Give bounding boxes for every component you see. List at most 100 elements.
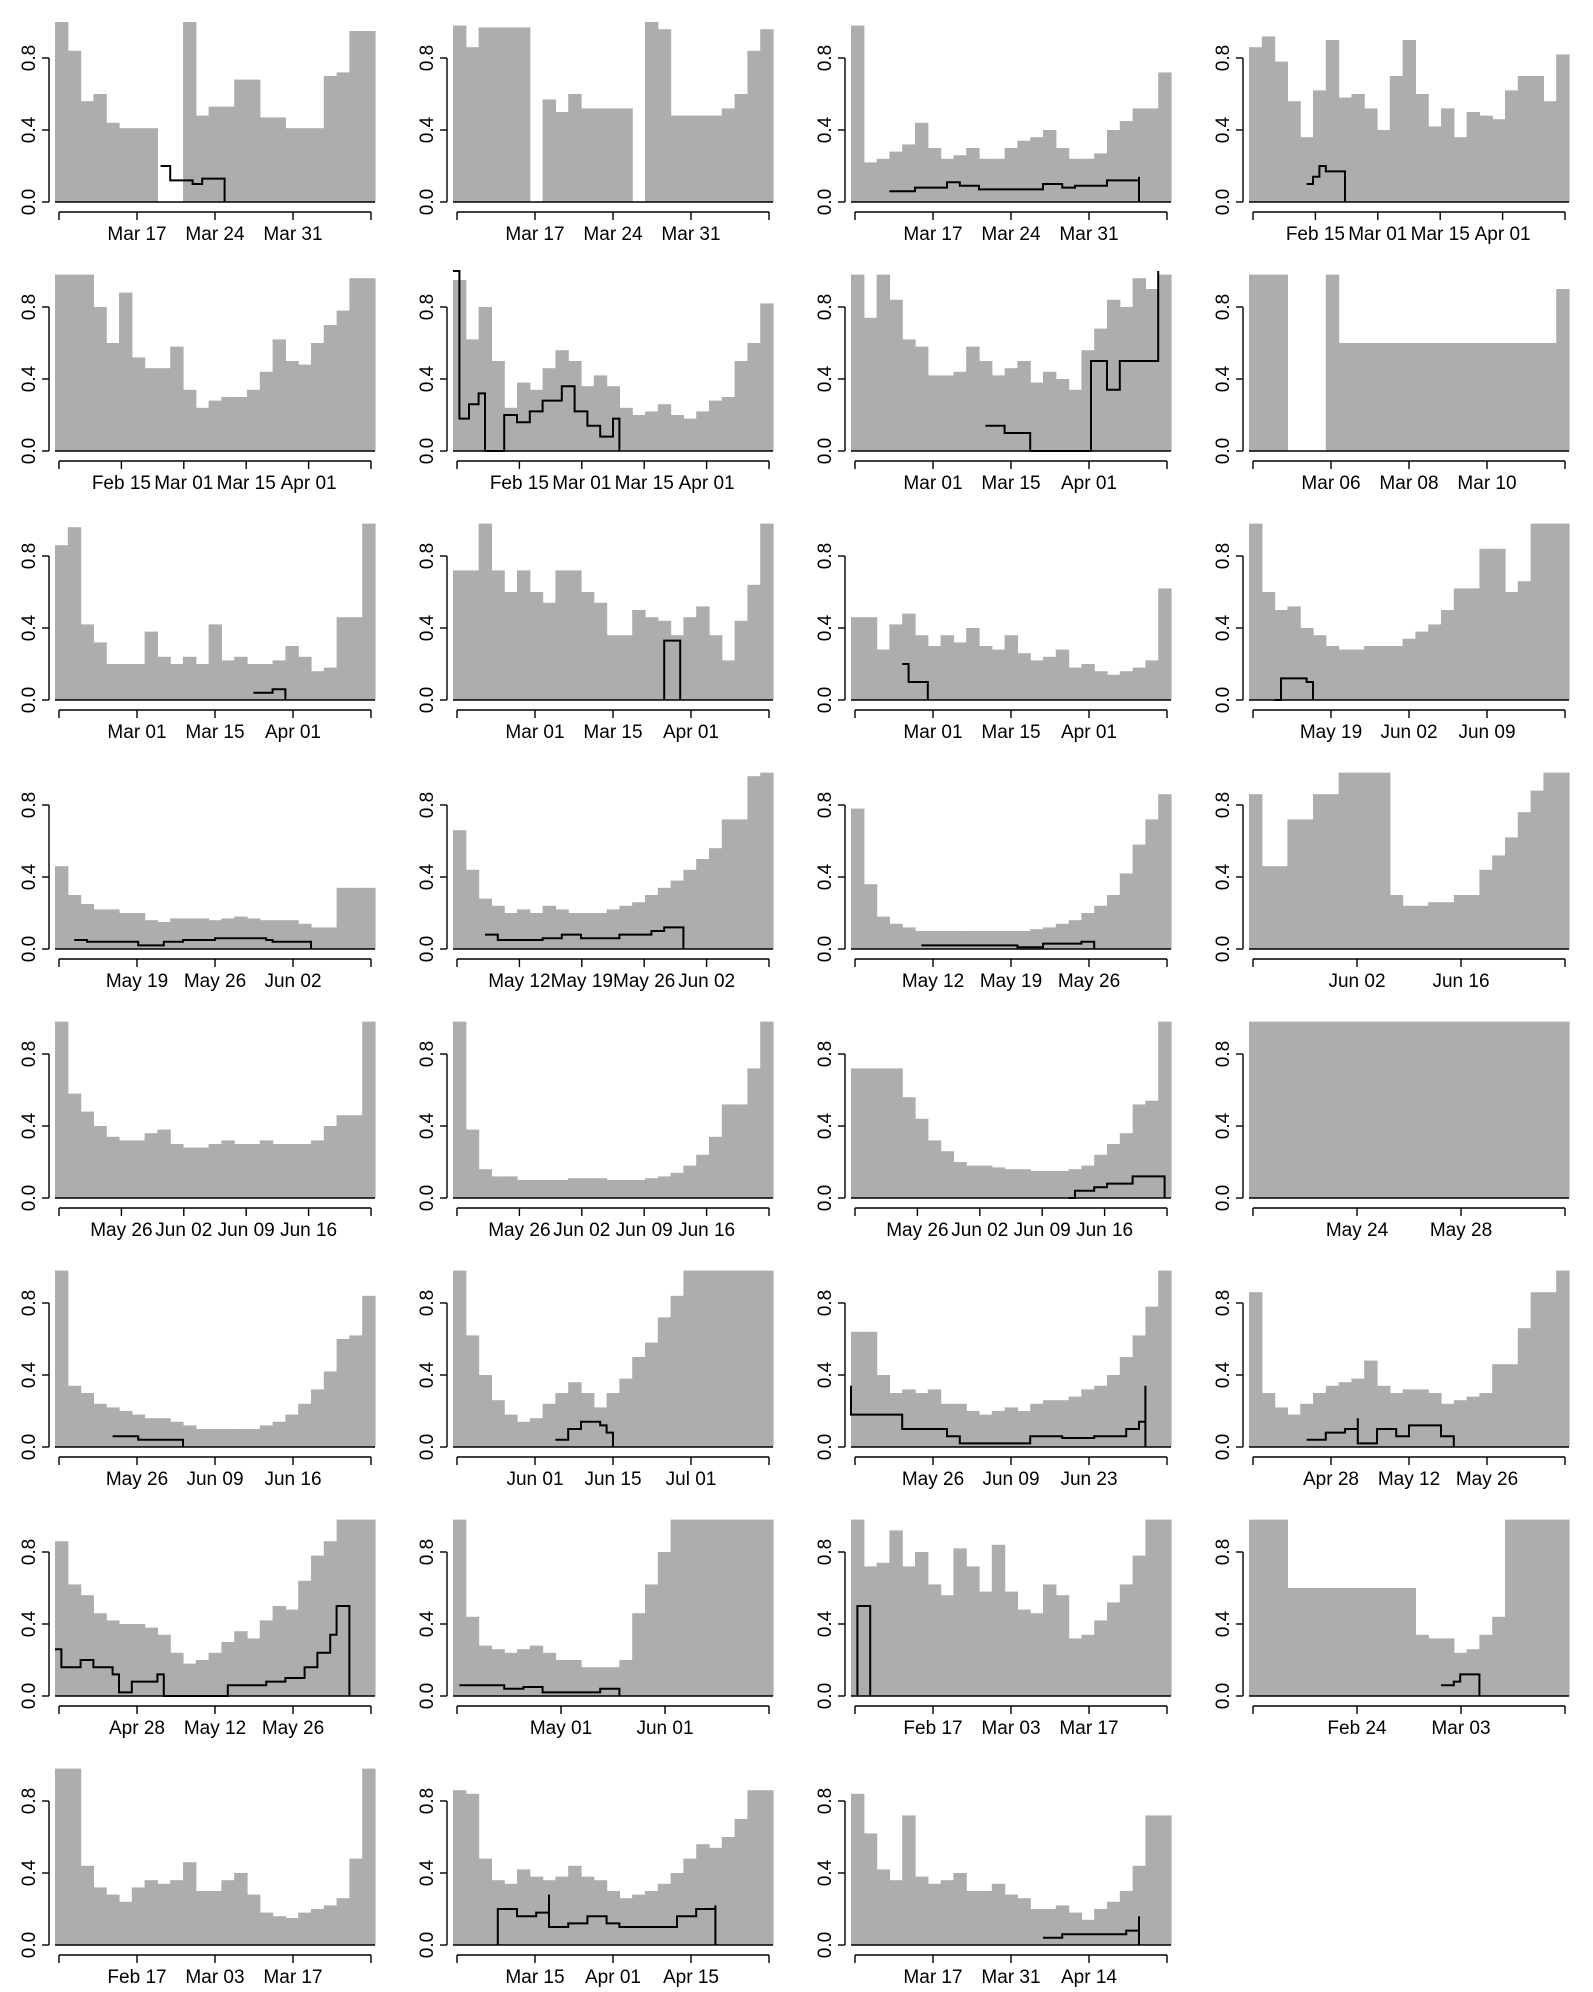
band-bar bbox=[991, 649, 1006, 700]
x-tick-label: May 26 bbox=[488, 1220, 550, 1241]
band-bar bbox=[362, 31, 376, 202]
band-bar bbox=[1325, 794, 1340, 949]
band-bar bbox=[1043, 1400, 1057, 1447]
y-tick-label: 0.8 bbox=[1213, 1290, 1234, 1316]
band-bar bbox=[581, 913, 595, 949]
x-tick-label: Jun 02 bbox=[678, 971, 735, 992]
x-tick-label: Jun 01 bbox=[636, 1718, 693, 1739]
x-tick-label: Jun 02 bbox=[951, 1220, 1008, 1241]
band-bar bbox=[1351, 1588, 1365, 1696]
band-bar bbox=[349, 278, 363, 451]
band-bar bbox=[298, 1144, 312, 1198]
x-tick-label: May 01 bbox=[530, 1718, 592, 1739]
y-tick-label: 0.0 bbox=[1213, 1185, 1234, 1211]
band-bar bbox=[67, 1584, 82, 1696]
y-tick-label: 0.8 bbox=[815, 1290, 836, 1316]
band-bar bbox=[1043, 1171, 1057, 1198]
band-bar bbox=[1556, 523, 1570, 700]
band-bar bbox=[1094, 328, 1108, 451]
y-tick-label: 0.8 bbox=[417, 543, 438, 569]
band-bar bbox=[234, 397, 248, 451]
band-bar bbox=[645, 411, 659, 451]
band-bar bbox=[953, 642, 967, 700]
band-bar bbox=[144, 128, 158, 202]
band-bar bbox=[131, 128, 146, 202]
band-bar bbox=[529, 1876, 544, 1945]
band-bar bbox=[67, 1385, 82, 1447]
band-bar bbox=[478, 1645, 492, 1696]
band-bar bbox=[940, 1880, 954, 1945]
band-bar bbox=[67, 1768, 82, 1945]
band-bar bbox=[170, 664, 184, 700]
band-bar bbox=[106, 343, 120, 451]
band-bar bbox=[106, 122, 120, 202]
band-bar bbox=[504, 1176, 518, 1198]
band-bar bbox=[272, 920, 286, 949]
y-tick-label: 0.4 bbox=[19, 614, 40, 641]
band-bar bbox=[670, 415, 684, 451]
band-bar bbox=[683, 1519, 697, 1696]
band-bar bbox=[234, 1429, 248, 1447]
x-tick-label: Feb 17 bbox=[107, 1967, 166, 1988]
band-bar bbox=[285, 361, 299, 451]
band-bar bbox=[1505, 837, 1519, 949]
band-bar bbox=[491, 361, 505, 451]
y-tick-label: 0.4 bbox=[19, 863, 40, 890]
band-bar bbox=[1004, 1591, 1018, 1696]
band-bar bbox=[709, 400, 723, 451]
band-bar bbox=[1300, 628, 1314, 700]
band-bar bbox=[106, 909, 120, 949]
band-bar bbox=[1479, 869, 1493, 949]
x-tick-label: May 26 bbox=[1456, 1469, 1518, 1490]
x-tick-label: Mar 24 bbox=[583, 224, 643, 245]
band-bar bbox=[863, 884, 878, 949]
panel-21: 0.0 0.4 0.8 May 26 Jun 09 Jun 16 bbox=[19, 1270, 376, 1490]
band-bar bbox=[991, 1883, 1006, 1945]
band-bar bbox=[1017, 931, 1031, 949]
band-bar bbox=[1107, 130, 1121, 202]
band-bar bbox=[259, 117, 274, 202]
y-tick-label: 0.8 bbox=[417, 294, 438, 320]
band-bar bbox=[349, 1115, 363, 1198]
band-bar bbox=[1479, 1021, 1493, 1198]
band-bar bbox=[657, 1552, 672, 1696]
band-bar bbox=[504, 1414, 518, 1447]
band-bar bbox=[1107, 895, 1121, 949]
band-bar bbox=[195, 407, 210, 451]
band-bar bbox=[876, 158, 890, 202]
band-bar bbox=[670, 635, 684, 700]
band-bar bbox=[272, 1144, 286, 1198]
band-bar bbox=[760, 29, 774, 203]
band-bar bbox=[1017, 1898, 1031, 1945]
band-bar bbox=[991, 1411, 1006, 1447]
panel-15: 0.0 0.4 0.8 May 12 May 19 May 26 bbox=[815, 792, 1172, 992]
band-bar bbox=[1249, 274, 1263, 451]
y-tick-label: 0.4 bbox=[417, 1361, 438, 1388]
band-bar bbox=[106, 664, 120, 700]
band-bar bbox=[362, 887, 376, 949]
band-bar bbox=[336, 1339, 350, 1447]
band-bar bbox=[1441, 1021, 1455, 1198]
band-bar bbox=[619, 1660, 633, 1696]
band-bar bbox=[323, 325, 338, 451]
band-bar bbox=[721, 819, 736, 949]
estimate-line bbox=[856, 1605, 872, 1696]
band-bar bbox=[915, 346, 929, 451]
y-tick-label: 0.4 bbox=[815, 1859, 836, 1886]
panel-17: 0.0 0.4 0.8 May 26 Jun 02 Jun 09 Jun 16 bbox=[19, 1021, 376, 1241]
band-bar bbox=[157, 656, 171, 700]
band-bar bbox=[1492, 855, 1506, 949]
band-bar bbox=[208, 400, 222, 451]
band-bar bbox=[1313, 1021, 1327, 1198]
band-bar bbox=[247, 664, 261, 700]
y-tick-label: 0.8 bbox=[1213, 1041, 1234, 1067]
x-tick-label: Apr 01 bbox=[1475, 224, 1531, 245]
band-bar bbox=[709, 1136, 723, 1198]
band-bar bbox=[593, 1178, 608, 1198]
band-bar bbox=[1351, 649, 1365, 700]
band-bar bbox=[1543, 1519, 1557, 1696]
band-bar bbox=[927, 1883, 942, 1945]
band-bar bbox=[234, 656, 248, 700]
band-bar bbox=[144, 1880, 158, 1945]
band-bar bbox=[1055, 1905, 1070, 1945]
